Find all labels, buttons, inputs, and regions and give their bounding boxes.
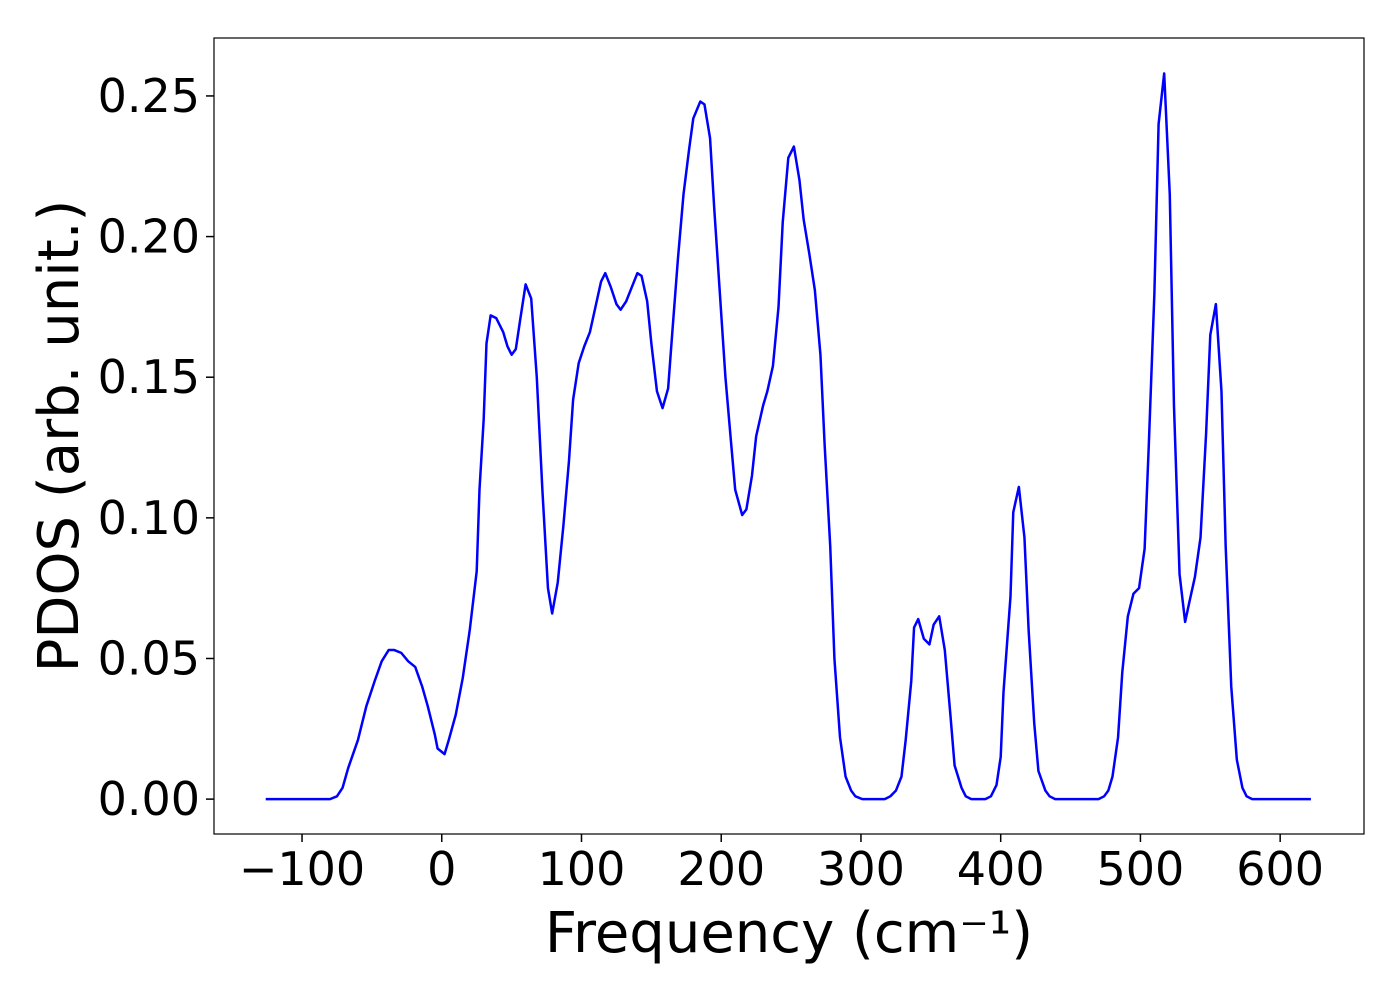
y-tick-label: 0.25	[98, 69, 200, 123]
x-tick-label: 400	[957, 842, 1045, 896]
x-tick-label: 0	[427, 842, 456, 896]
y-axis-label: PDOS (arb. unit.)	[27, 200, 92, 673]
y-tick-label: 0.05	[98, 631, 200, 685]
x-tick-label: −100	[239, 842, 365, 896]
x-axis-label: Frequency (cm⁻¹)	[545, 901, 1033, 966]
plot-frame	[213, 37, 1365, 835]
y-tick-label: 0.00	[98, 772, 200, 826]
x-tick-label: 200	[677, 842, 765, 896]
y-tick-label: 0.10	[98, 491, 200, 545]
x-tick-label: 500	[1097, 842, 1185, 896]
y-tick-label: 0.20	[98, 210, 200, 264]
x-tick-label: 600	[1236, 842, 1324, 896]
data-line	[265, 72, 1311, 801]
x-tick-label: 300	[817, 842, 905, 896]
y-tick-label: 0.15	[98, 350, 200, 404]
x-tick-label: 100	[538, 842, 626, 896]
